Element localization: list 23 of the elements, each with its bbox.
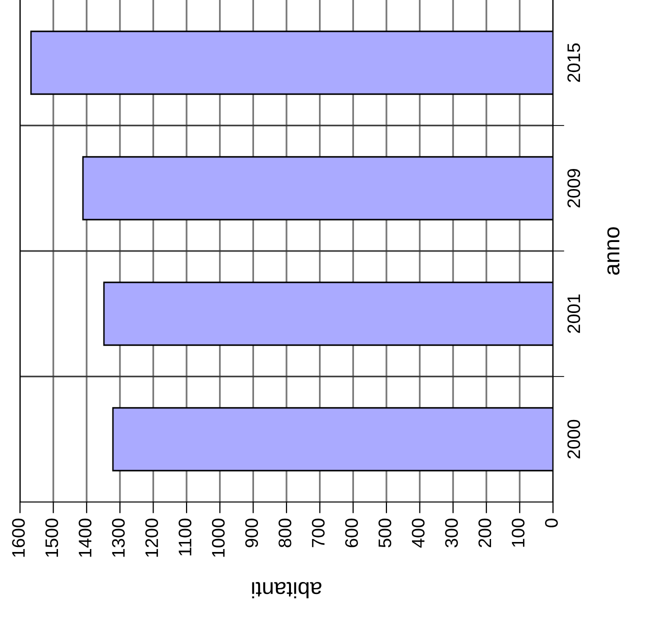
y-axis-title: anno [607,227,620,275]
x-tick-label: 0 [545,518,558,528]
x-tick-label: 700 [312,518,325,548]
x-axis-title: abitanti [252,582,322,598]
x-tick-label: 1400 [78,518,92,557]
x-tick-label: 400 [412,518,425,548]
x-tick-label: 1000 [212,518,225,557]
x-tick-label: 1500 [45,518,58,557]
x-tick-label: 100 [512,518,525,547]
x-tick-label: 1600 [12,518,25,557]
x-tick-label: 300 [445,518,458,548]
y-tick-label: 2009 [567,169,580,208]
x-tick-label: 500 [378,518,392,548]
x-tick-label: 1200 [145,518,158,557]
x-tick-label: 800 [278,518,292,548]
y-tick-label: 2001 [567,294,580,333]
x-tick-label: 900 [245,518,258,548]
x-tick-label: 1300 [112,518,125,557]
y-tick-label: 2015 [567,43,580,82]
x-tick-label: 200 [478,518,492,548]
x-tick-label: 600 [345,518,358,548]
x-tick-label: 1100 [178,518,192,556]
y-tick-label: 2000 [567,420,580,458]
